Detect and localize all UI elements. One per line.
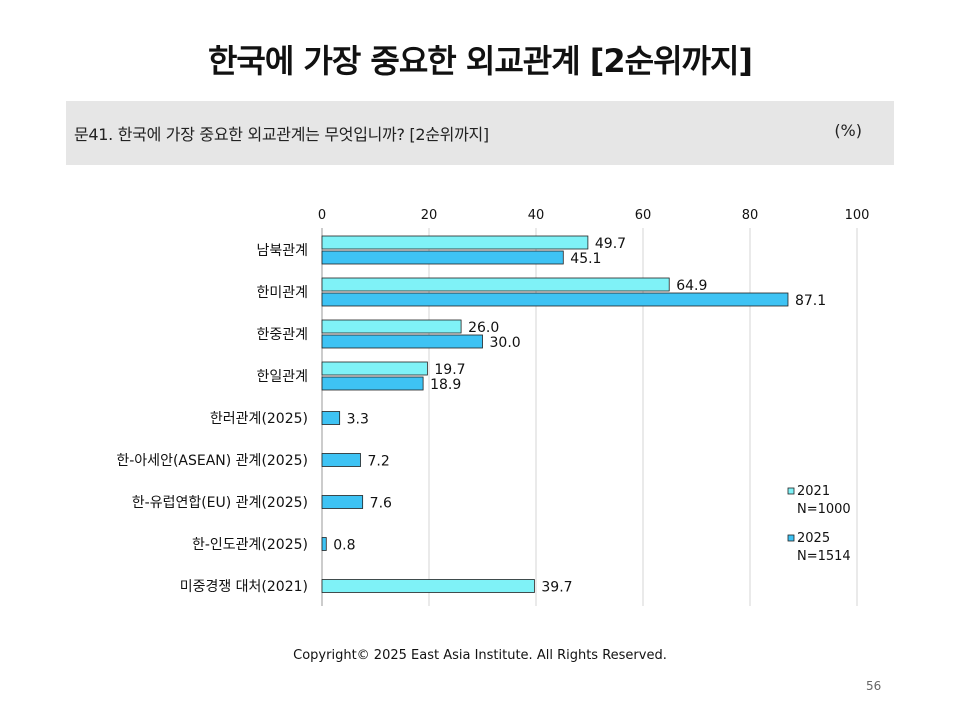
- category-label: 한-유럽연합(EU) 관계(2025): [132, 495, 308, 511]
- bar-2021: [321, 277, 670, 292]
- data-label: 64.9: [676, 278, 707, 294]
- category-label: 미중경쟁 대처(2021): [180, 579, 308, 595]
- data-label: 26.0: [468, 320, 499, 336]
- data-label: 49.7: [595, 236, 626, 252]
- bar-2025: [321, 453, 361, 467]
- question-text: 문41. 한국에 가장 중요한 외교관계는 무엇입니까? [2순위까지]: [74, 125, 489, 144]
- question-bar: 문41. 한국에 가장 중요한 외교관계는 무엇입니까? [2순위까지] (%): [66, 101, 894, 165]
- legend-label: 2025: [797, 531, 830, 546]
- legend-label: 2021: [797, 484, 830, 499]
- category-label: 한-인도관계(2025): [192, 537, 308, 553]
- category-label: 한미관계: [256, 285, 308, 301]
- data-label: 7.2: [368, 454, 390, 470]
- data-label: 45.1: [570, 251, 601, 267]
- bar-2025: [321, 495, 364, 509]
- page-title: 한국에 가장 중요한 외교관계 [2순위까지]: [207, 42, 753, 80]
- category-label: 한-아세안(ASEAN) 관계(2025): [116, 453, 308, 469]
- data-label: 30.0: [490, 335, 521, 351]
- category-label: 한러관계(2025): [210, 411, 308, 427]
- data-label: 87.1: [795, 293, 826, 309]
- bar-2025: [321, 250, 564, 265]
- page-number: 56: [866, 679, 882, 693]
- category-label: 한중관계: [256, 327, 308, 343]
- legend-swatch-2021: [787, 487, 795, 495]
- data-label: 0.8: [333, 538, 355, 554]
- x-tick-label: 80: [742, 208, 759, 223]
- legend-sample-size: N=1514: [797, 549, 851, 564]
- bar-2021: [321, 361, 428, 376]
- unit-label: (%): [834, 121, 862, 140]
- category-label: 남북관계: [256, 243, 308, 259]
- data-label: 7.6: [370, 496, 392, 512]
- bar-2025: [321, 537, 327, 551]
- x-tick-label: 20: [421, 208, 438, 223]
- bar-2021: [321, 235, 589, 250]
- data-label: 18.9: [430, 377, 461, 393]
- bar-2025: [321, 334, 483, 349]
- x-tick-label: 60: [635, 208, 652, 223]
- bar-2021: [321, 579, 535, 593]
- bar-2025: [321, 292, 789, 307]
- x-tick-label: 100: [845, 208, 870, 223]
- bar-2025: [321, 411, 341, 425]
- bar-2025: [321, 376, 424, 391]
- data-label: 3.3: [347, 412, 369, 428]
- data-label: 19.7: [434, 362, 465, 378]
- x-tick-label: 40: [528, 208, 545, 223]
- copyright-footer: Copyright© 2025 East Asia Institute. All…: [293, 648, 667, 663]
- x-tick-label: 0: [318, 208, 326, 223]
- bar-2021: [321, 319, 462, 334]
- legend-swatch-2025: [787, 534, 795, 542]
- data-label: 39.7: [541, 580, 572, 596]
- legend-sample-size: N=1000: [797, 502, 851, 517]
- category-label: 한일관계: [256, 369, 308, 385]
